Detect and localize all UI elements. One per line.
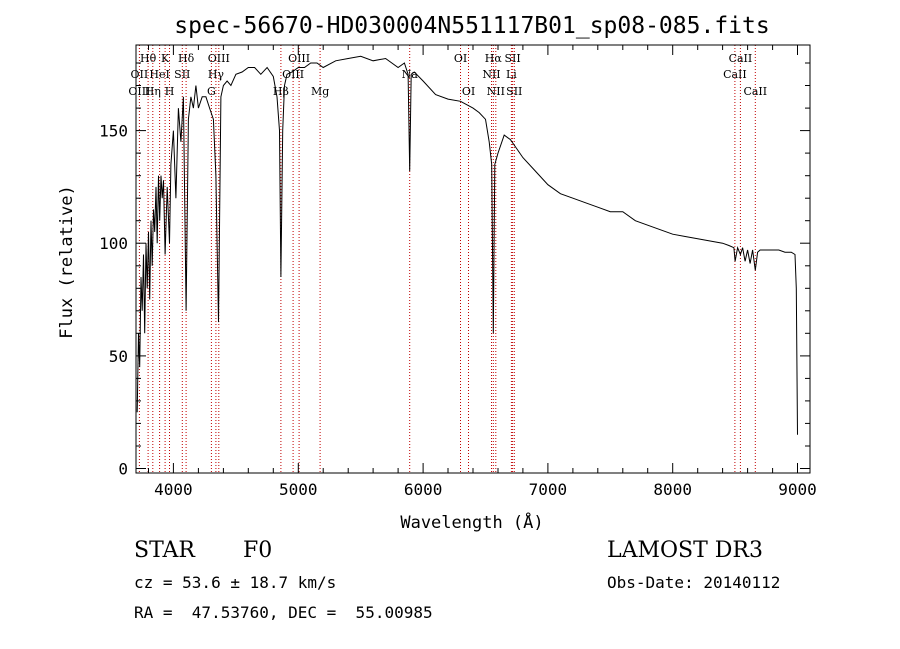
x-tick-label-1: 5000: [279, 480, 318, 499]
line-label-27: CaII: [743, 85, 767, 98]
spectral-subclass: F0: [243, 538, 273, 563]
coordinates: RA = 47.53760, DEC = 55.00985: [134, 603, 433, 622]
line-label-2: Hδ: [178, 52, 195, 65]
line-label-6: Hα: [485, 52, 503, 65]
chart-title: spec-56670-HD030004N551117B01_sp08-085.f…: [174, 13, 769, 39]
y-axis-label: Flux (relative): [57, 185, 77, 339]
line-label-18: OIII: [128, 85, 150, 98]
x-tick-label-2: 6000: [404, 480, 443, 499]
line-label-10: HeI: [149, 68, 169, 81]
line-label-20: H: [165, 85, 175, 98]
line-label-7: SII: [504, 52, 520, 65]
redshift-value: cz = 53.6 ± 18.7 km/s: [134, 573, 337, 592]
line-label-25: NII: [487, 85, 505, 98]
y-tick-label-1: 50: [109, 347, 128, 366]
line-label-3: OIII: [208, 52, 230, 65]
line-label-13: OIII: [282, 68, 304, 81]
line-label-24: OI: [462, 85, 475, 98]
x-tick-label-0: 4000: [154, 480, 193, 499]
y-tick-label-0: 0: [118, 460, 128, 479]
axes: 4000 5000 6000 7000 8000 9000 0 50 100 150: [99, 45, 817, 499]
line-label-9: OII: [131, 68, 149, 81]
line-label-0: Hθ: [140, 52, 157, 65]
line-label-17: CaII: [723, 68, 747, 81]
x-tick-label-5: 9000: [778, 480, 817, 499]
line-label-5: OI: [454, 52, 467, 65]
spectrum-chart: spec-56670-HD030004N551117B01_sp08-085.f…: [57, 13, 817, 533]
line-label-23: Mg: [311, 85, 329, 98]
line-label-19: Hη: [145, 85, 161, 98]
x-tick-label-3: 7000: [529, 480, 568, 499]
survey-name: LAMOST DR3: [607, 538, 763, 563]
line-label-4: OIII: [288, 52, 310, 65]
line-label-1: K: [161, 52, 170, 65]
line-label-16: Li: [506, 68, 517, 81]
x-tick-label-4: 8000: [653, 480, 692, 499]
line-label-8: CaII: [729, 52, 753, 65]
line-label-12: Hγ: [208, 68, 225, 81]
line-label-15: NII: [482, 68, 500, 81]
observation-date: Obs-Date: 20140112: [607, 573, 781, 592]
line-label-14: Na: [402, 68, 419, 81]
line-label-11: SII: [174, 68, 190, 81]
line-label-22: Hβ: [273, 85, 289, 98]
x-axis-label: Wavelength (Å): [400, 511, 543, 533]
line-label-21: G: [207, 85, 216, 98]
line-markers: [138, 45, 756, 473]
y-tick-label-3: 150: [99, 122, 128, 141]
spectrum-line: [136, 55, 798, 435]
plot-frame: [135, 44, 811, 474]
line-label-26: SII: [506, 85, 522, 98]
object-class: STAR: [134, 538, 195, 563]
y-tick-label-2: 100: [99, 234, 128, 253]
